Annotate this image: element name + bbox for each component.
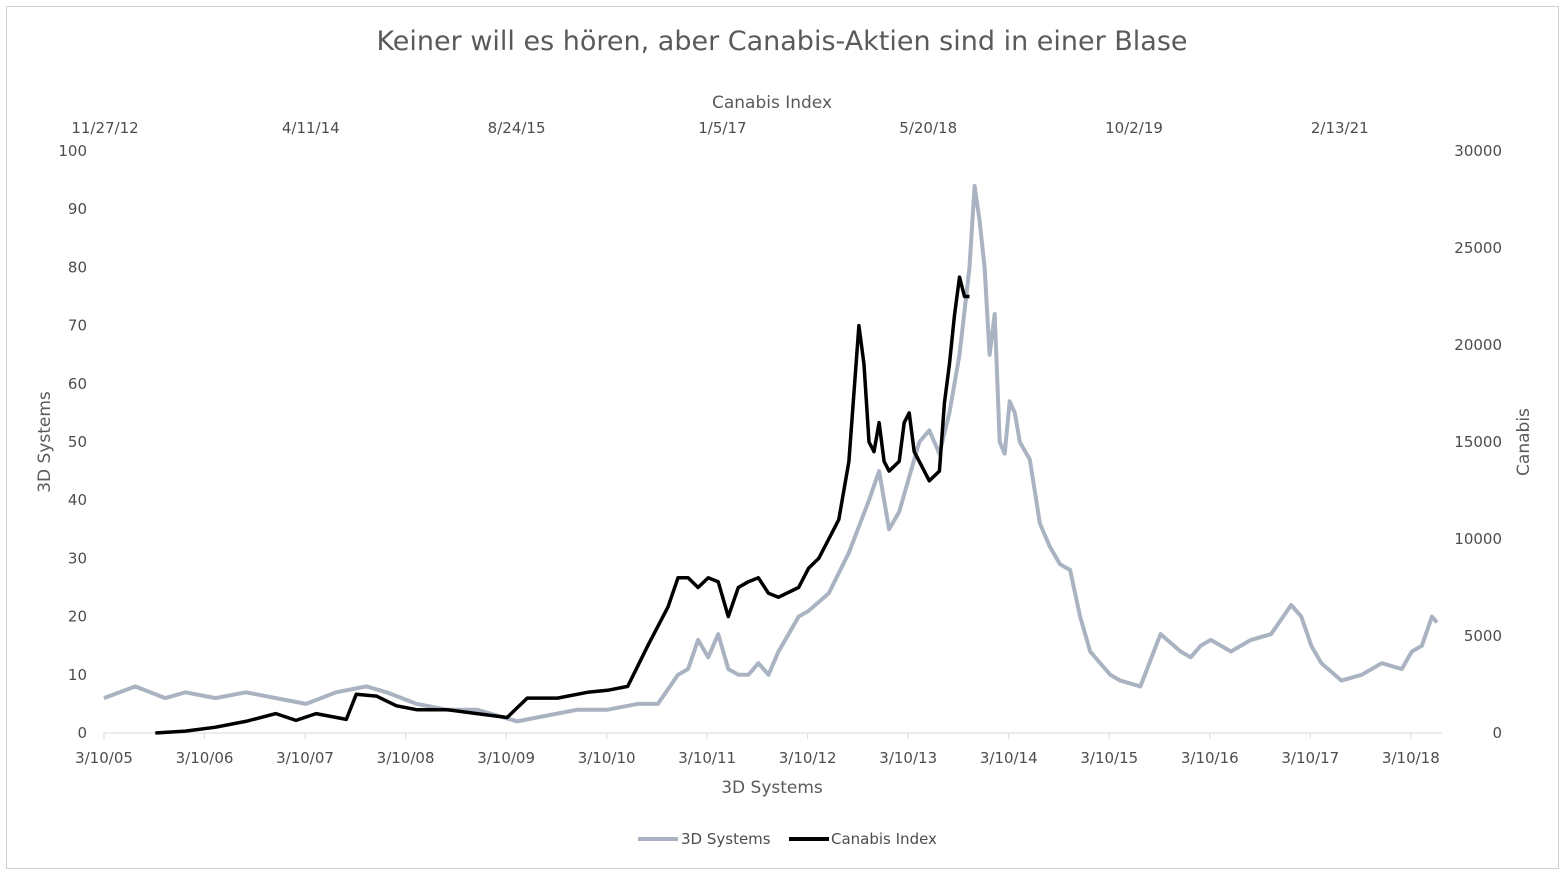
series-line-3d-systems [103, 183, 1439, 724]
chart-title: Keiner will es hören, aber Canabis-Aktie… [376, 26, 1187, 57]
x-tick-label: 3/10/15 [1080, 749, 1138, 767]
y-tick-label: 100 [58, 142, 87, 160]
secondary-x-axis-ticks: 11/27/12 4/11/14 8/24/15 1/5/17 5/20/18 10/2/… [71, 119, 1368, 137]
y2-tick-label: 20000 [1454, 336, 1502, 354]
y2-tick-label: 0 [1492, 724, 1502, 742]
y-tick-label: 60 [68, 375, 87, 393]
x2-tick-label: 10/2/19 [1105, 119, 1163, 137]
y2-tick-label: 15000 [1454, 433, 1502, 451]
x2-tick-label: 1/5/17 [698, 119, 746, 137]
y2-tick-label: 5000 [1464, 627, 1502, 645]
x-tick-label: 3/10/16 [1181, 749, 1239, 767]
x2-tick-label: 2/13/21 [1311, 119, 1369, 137]
secondary-y-axis-title: Canabis [1514, 408, 1534, 476]
y2-tick-label: 30000 [1454, 142, 1502, 160]
y2-tick-label: 25000 [1454, 239, 1502, 257]
x-tick-label: 3/10/12 [779, 749, 837, 767]
secondary-x-axis-title: Canabis Index [712, 93, 832, 113]
x2-tick-label: 4/11/14 [282, 119, 340, 137]
y2-tick-label: 10000 [1454, 530, 1502, 548]
secondary-y-axis-ticks: 0 5000 10000 15000 20000 25000 30000 [1454, 142, 1502, 742]
x2-tick-label: 11/27/12 [71, 119, 138, 137]
series-layer [103, 183, 1439, 735]
y-tick-label: 40 [68, 491, 87, 509]
x-tick-label: 3/10/10 [578, 749, 636, 767]
series-line-canabis-index [155, 275, 970, 735]
x-axis-title: 3D Systems [721, 778, 823, 798]
y-tick-label: 50 [68, 433, 87, 451]
y-tick-label: 70 [68, 317, 87, 335]
y-tick-label: 80 [68, 258, 87, 276]
y-tick-label: 20 [68, 608, 87, 626]
x-tick-label: 3/10/09 [477, 749, 535, 767]
legend-label-3d-systems: 3D Systems [681, 830, 771, 848]
y-tick-label: 0 [77, 724, 87, 742]
x-tick-label: 3/10/11 [678, 749, 736, 767]
legend: 3D Systems Canabis Index [638, 830, 937, 848]
y-axis-title: 3D Systems [35, 391, 55, 493]
x2-tick-label: 5/20/18 [899, 119, 957, 137]
x-tick-label: 3/10/14 [980, 749, 1038, 767]
y-tick-label: 10 [68, 666, 87, 684]
y-tick-label: 90 [68, 200, 87, 218]
x-axis-ticks: 3/10/05 3/10/06 3/10/07 3/10/08 3/10/09 3/10/… [75, 733, 1440, 767]
y-axis-ticks: 0 10 20 30 40 50 60 70 80 90 100 [58, 142, 87, 742]
x-tick-label: 3/10/18 [1382, 749, 1440, 767]
x2-tick-label: 8/24/15 [488, 119, 546, 137]
x-tick-label: 3/10/06 [176, 749, 234, 767]
chart-frame [6, 6, 1559, 869]
x-tick-label: 3/10/13 [879, 749, 937, 767]
y-tick-label: 30 [68, 549, 87, 567]
x-tick-label: 3/10/05 [75, 749, 133, 767]
x-tick-label: 3/10/08 [377, 749, 435, 767]
legend-label-canabis-index: Canabis Index [831, 830, 937, 848]
x-tick-label: 3/10/17 [1281, 749, 1339, 767]
x-tick-label: 3/10/07 [276, 749, 334, 767]
